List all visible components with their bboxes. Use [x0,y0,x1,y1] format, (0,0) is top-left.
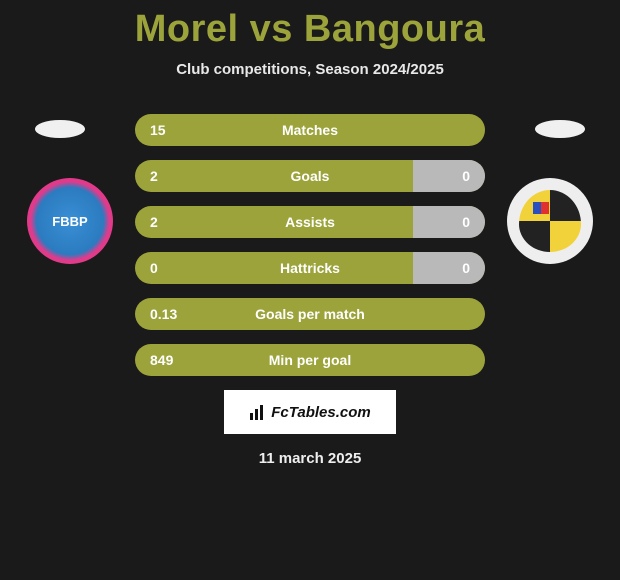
stats-container: 15 Matches 2 Goals 0 2 Assists 0 0 Hattr… [135,114,485,376]
stat-right-gray-segment: 0 [413,252,485,284]
stat-label: Goals [195,168,425,184]
stat-label: Assists [195,214,425,230]
stat-row-min-per-goal: 849 Min per goal [135,344,485,376]
bars-icon [249,403,267,421]
fctables-watermark[interactable]: FcTables.com [224,390,396,434]
stat-left-value: 0 [135,260,195,276]
page-title: Morel vs Bangoura [0,0,620,51]
club-badge-left: FBBP [27,178,113,264]
fctables-label: FcTables.com [271,404,370,421]
stat-label: Min per goal [195,352,425,368]
club-flag-right [533,202,549,214]
stat-row-hattricks: 0 Hattricks 0 [135,252,485,284]
date-label: 11 march 2025 [0,450,620,467]
stat-right-gray-segment: 0 [413,206,485,238]
stat-label: Matches [195,122,425,138]
stat-label: Goals per match [195,306,425,322]
stat-row-goals-per-match: 0.13 Goals per match [135,298,485,330]
stat-left-value: 2 [135,168,195,184]
player-silhouette-right [535,120,585,138]
stat-right-value-gray: 0 [462,214,470,230]
player-silhouette-left [35,120,85,138]
club-badge-right [507,178,593,264]
stat-right-gray-segment: 0 [413,160,485,192]
stat-left-value: 849 [135,352,195,368]
club-shield-right [519,190,581,252]
stat-label: Hattricks [195,260,425,276]
stat-left-value: 2 [135,214,195,230]
stat-left-value: 15 [135,122,195,138]
stat-left-value: 0.13 [135,306,195,322]
stat-right-value-gray: 0 [462,260,470,276]
stat-row-matches: 15 Matches [135,114,485,146]
stat-row-goals: 2 Goals 0 [135,160,485,192]
subtitle: Club competitions, Season 2024/2025 [0,61,620,78]
stat-right-value-gray: 0 [462,168,470,184]
club-abbrev-left: FBBP [52,214,87,229]
stat-row-assists: 2 Assists 0 [135,206,485,238]
